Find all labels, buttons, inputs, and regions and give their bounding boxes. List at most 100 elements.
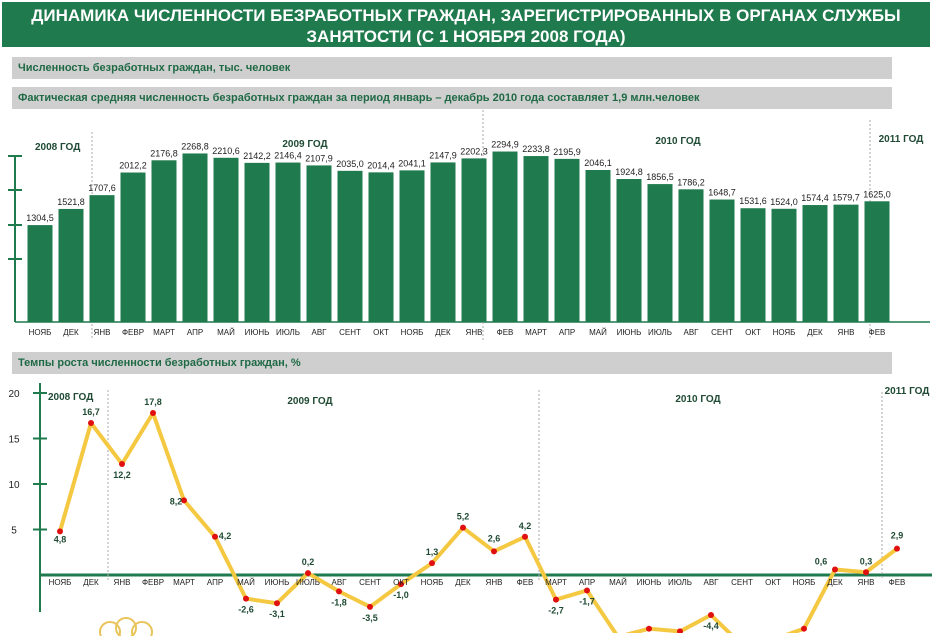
rate-point bbox=[553, 596, 559, 603]
line-x-tick-label: НОЯБ bbox=[49, 578, 72, 587]
rate-value-label: 0,2 bbox=[302, 557, 315, 567]
rate-value-label: 16,7 bbox=[82, 407, 100, 417]
bar-value-label: 2147,9 bbox=[429, 150, 457, 160]
line-y-tick-label: 20 bbox=[8, 389, 20, 400]
line-y-tick-label: 5 bbox=[11, 526, 17, 537]
line-x-tick-label: СЕНТ bbox=[359, 578, 381, 587]
line-x-tick-label: МАРТ bbox=[545, 578, 567, 587]
bar-value-label: 2202,3 bbox=[460, 146, 488, 156]
line-x-tick-label: ИЮЛЬ bbox=[296, 578, 320, 587]
line-x-tick-label: ДЕК bbox=[827, 578, 843, 587]
bar-x-tick-label: ФЕВ bbox=[869, 328, 886, 337]
line-x-tick-label: НОЯБ bbox=[793, 578, 816, 587]
rate-value-label: 17,8 bbox=[144, 397, 162, 407]
bar bbox=[368, 172, 394, 322]
rate-value-label: 12,2 bbox=[113, 470, 131, 480]
bar bbox=[306, 165, 332, 322]
line-x-tick-label: МАЙ bbox=[237, 578, 255, 587]
line-x-tick-label: ЯНВ bbox=[114, 578, 131, 587]
line-chart-subtitle: Темпы роста численности безработных граж… bbox=[12, 352, 892, 374]
bar-x-tick-label: ЯНВ bbox=[466, 328, 483, 337]
bar-x-tick-label: ФЕВР bbox=[122, 328, 144, 337]
rate-point bbox=[491, 548, 497, 555]
rate-point bbox=[150, 410, 156, 417]
bar-x-tick-label: ИЮНЬ bbox=[617, 328, 642, 337]
rate-value-label: 2,9 bbox=[891, 531, 904, 541]
bar bbox=[678, 189, 704, 322]
line-x-tick-label: МАРТ bbox=[173, 578, 195, 587]
bar-value-label: 1574,4 bbox=[801, 193, 829, 203]
bar-value-label: 1304,5 bbox=[26, 213, 54, 223]
bar bbox=[430, 162, 456, 322]
bar-x-tick-label: МАРТ bbox=[525, 328, 547, 337]
rate-point bbox=[894, 545, 900, 552]
rate-line bbox=[58, 411, 899, 633]
bar-value-label: 2035,0 bbox=[336, 159, 364, 169]
bar-value-label: 1707,6 bbox=[88, 183, 116, 193]
rate-value-label: -4,4 bbox=[703, 621, 719, 631]
line-x-tick-label: ФЕВ bbox=[889, 578, 906, 587]
rate-point bbox=[274, 600, 280, 607]
line-x-tick-label: АВГ bbox=[703, 578, 719, 587]
rate-value-label: -1,8 bbox=[331, 597, 347, 607]
line-x-tick-label: ДЕК bbox=[455, 578, 471, 587]
bar bbox=[275, 162, 301, 322]
line-x-tick-label: ДЕК bbox=[83, 578, 99, 587]
rate-value-label: 2,6 bbox=[488, 533, 501, 543]
rate-value-label: 4,2 bbox=[519, 521, 532, 531]
bar bbox=[585, 170, 611, 322]
line-year-label: 2010 ГОД bbox=[675, 394, 720, 405]
bar-value-label: 1521,8 bbox=[57, 197, 85, 207]
bar-x-tick-label: ОКТ bbox=[745, 328, 761, 337]
bar bbox=[647, 184, 673, 322]
rate-point bbox=[863, 569, 869, 576]
bar-value-label: 2046,1 bbox=[584, 158, 612, 168]
line-x-tick-label: ИЮНЬ bbox=[265, 578, 290, 587]
bar-value-label: 2268,8 bbox=[181, 141, 209, 151]
bar-year-label: 2010 ГОД bbox=[655, 136, 700, 147]
bar bbox=[337, 170, 363, 322]
bar bbox=[461, 158, 487, 322]
rate-value-label: -3,5 bbox=[362, 613, 378, 623]
average-note: Фактическая средняя численность безработ… bbox=[12, 87, 892, 109]
bar-value-label: 1648,7 bbox=[708, 188, 736, 198]
rate-value-label: 0,6 bbox=[815, 557, 828, 567]
rate-point bbox=[429, 560, 435, 567]
rate-value-label: -2,6 bbox=[238, 605, 254, 615]
bar-value-label: 1625,0 bbox=[863, 189, 891, 199]
line-x-tick-label: МАЙ bbox=[609, 578, 627, 587]
bar-x-tick-label: МАЙ bbox=[589, 328, 607, 337]
line-year-label: 2011 ГОД bbox=[885, 386, 930, 397]
rate-value-label: -1,7 bbox=[579, 596, 595, 606]
rate-point bbox=[57, 528, 63, 535]
bar bbox=[771, 208, 797, 322]
rate-value-label: 4,2 bbox=[219, 531, 232, 541]
bar-x-tick-label: ФЕВ bbox=[497, 328, 514, 337]
bar-year-label: 2011 ГОД bbox=[879, 134, 924, 145]
rate-value-label: -1,0 bbox=[393, 590, 409, 600]
rate-point bbox=[677, 628, 683, 633]
rate-point bbox=[336, 588, 342, 595]
rate-value-label: -2,7 bbox=[548, 606, 564, 616]
rate-point bbox=[460, 524, 466, 531]
bar-x-tick-label: ДЕК bbox=[435, 328, 451, 337]
rate-point bbox=[801, 625, 807, 632]
bar bbox=[120, 172, 146, 322]
rate-point bbox=[119, 460, 125, 467]
bar bbox=[182, 153, 208, 322]
bar bbox=[213, 157, 239, 322]
bar-value-label: 2294,9 bbox=[491, 140, 519, 150]
bar bbox=[616, 179, 642, 322]
bar-year-label: 2008 ГОД bbox=[35, 142, 80, 153]
bar bbox=[833, 204, 859, 322]
bar-x-tick-label: ОКТ bbox=[373, 328, 389, 337]
line-x-tick-label: АПР bbox=[579, 578, 595, 587]
bar bbox=[492, 151, 518, 322]
line-x-tick-label: ИЮНЬ bbox=[637, 578, 662, 587]
bar bbox=[244, 162, 270, 322]
rate-value-label: 8,2 bbox=[170, 496, 183, 506]
rate-point bbox=[181, 497, 187, 504]
line-x-tick-label: АВГ bbox=[331, 578, 347, 587]
bar-x-tick-label: СЕНТ bbox=[711, 328, 733, 337]
